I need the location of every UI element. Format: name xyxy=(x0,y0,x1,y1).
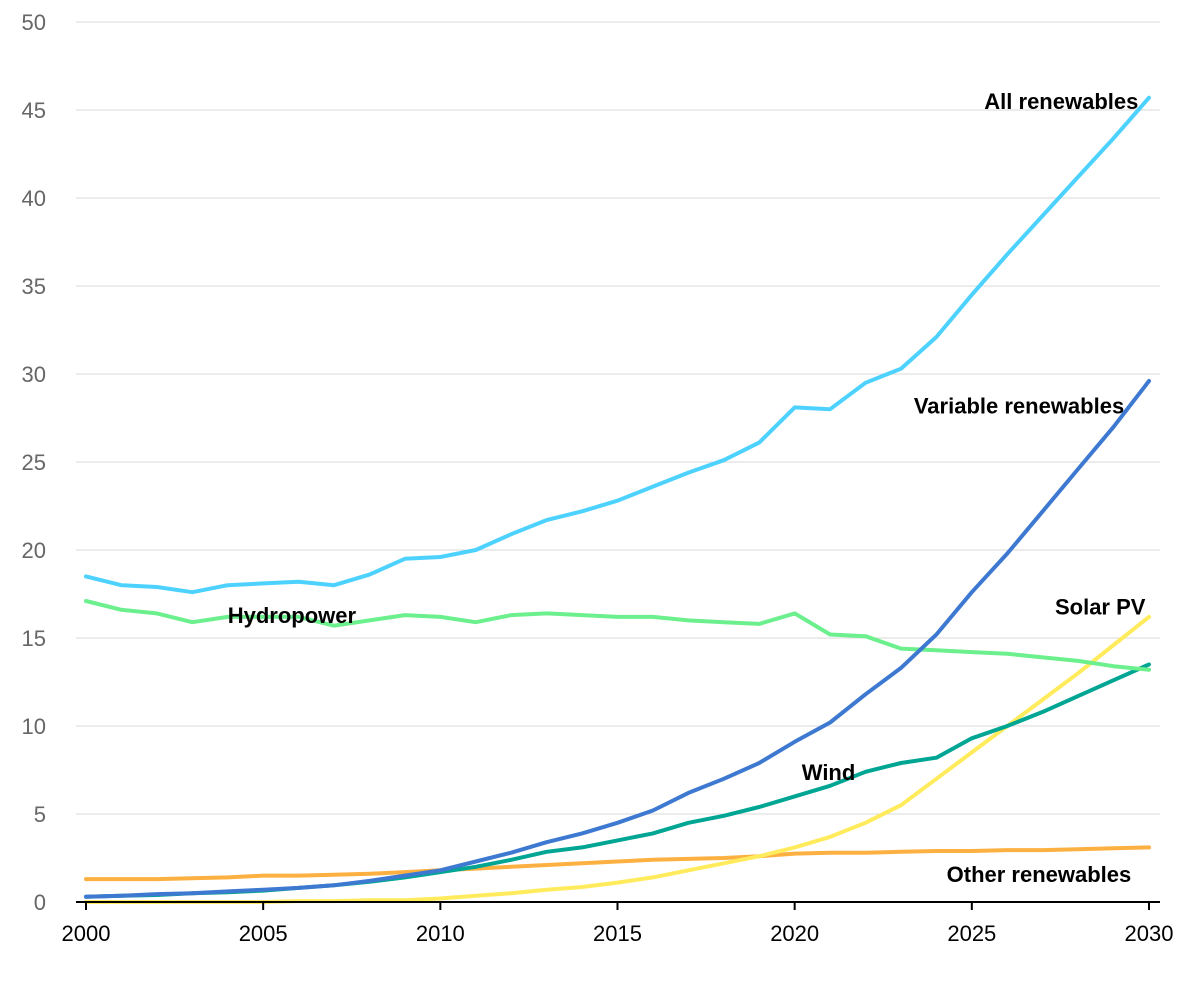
series-line-solar-pv xyxy=(84,614,1151,904)
y-tick-label-15: 15 xyxy=(22,626,46,651)
gridlines xyxy=(76,21,1160,815)
y-tick-label-45: 45 xyxy=(22,98,46,123)
y-tick-label-5: 5 xyxy=(34,802,46,827)
x-tick-label-2020: 2020 xyxy=(770,921,819,946)
series-line-all-renewables xyxy=(84,95,1151,595)
series-line-hydropower xyxy=(84,599,1151,672)
series-line-variable-renewables xyxy=(84,379,1151,899)
series-label-variable-renewables: Variable renewables xyxy=(914,394,1124,419)
x-tick-label-2010: 2010 xyxy=(416,921,465,946)
x-tick-label-2015: 2015 xyxy=(593,921,642,946)
series-label-wind: Wind xyxy=(802,760,856,785)
series-labels: Other renewables Solar PV Wind Hydropower Va… xyxy=(228,89,1146,887)
x-axis: 2000 2005 2010 2015 2020 2025 2030 xyxy=(62,901,1174,946)
y-tick-label-0: 0 xyxy=(34,890,46,915)
y-tick-label-50: 50 xyxy=(22,10,46,35)
series-label-other-renewables: Other renewables xyxy=(947,862,1132,887)
series-label-solar-pv: Solar PV xyxy=(1055,594,1146,619)
x-tick-label-2000: 2000 xyxy=(62,921,111,946)
y-tick-label-30: 30 xyxy=(22,362,46,387)
y-tick-label-40: 40 xyxy=(22,186,46,211)
y-axis-tick-labels: 0 5 10 15 20 25 30 35 40 45 50 xyxy=(22,10,46,915)
x-tick-label-2025: 2025 xyxy=(947,921,996,946)
series-lines xyxy=(84,95,1151,904)
y-tick-label-10: 10 xyxy=(22,714,46,739)
x-tick-label-2030: 2030 xyxy=(1125,921,1174,946)
y-tick-label-35: 35 xyxy=(22,274,46,299)
y-tick-label-25: 25 xyxy=(22,450,46,475)
series-label-hydropower: Hydropower xyxy=(228,603,357,628)
y-tick-label-20: 20 xyxy=(22,538,46,563)
series-label-all-renewables: All renewables xyxy=(984,89,1138,114)
x-tick-label-2005: 2005 xyxy=(239,921,288,946)
series-line-other-renewables xyxy=(84,845,1151,882)
